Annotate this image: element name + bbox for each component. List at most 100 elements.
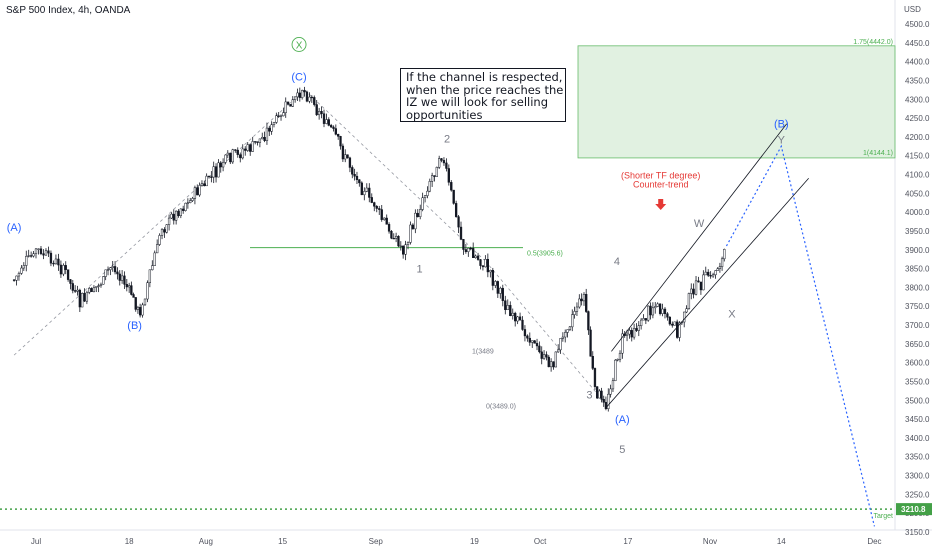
- candle-body: [564, 332, 567, 338]
- candle-body: [411, 224, 415, 230]
- price-tick-label: 3550.0: [905, 377, 930, 386]
- candle-body: [256, 141, 259, 143]
- candle-body: [402, 245, 405, 255]
- candle-body: [552, 361, 555, 368]
- candle-body: [39, 248, 43, 254]
- wave-dashed-lines: [13, 89, 607, 405]
- candle-body: [373, 202, 376, 207]
- wave-label: 2: [444, 134, 450, 146]
- candle-body: [355, 175, 359, 180]
- wave-label: (A): [7, 222, 22, 234]
- candle-body: [224, 154, 227, 163]
- candle-body: [143, 298, 147, 306]
- interest-zone-box[interactable]: [577, 45, 896, 159]
- candle-body: [649, 305, 652, 316]
- candle-body: [92, 287, 96, 292]
- candle-body: [501, 287, 504, 301]
- candle-body: [170, 213, 173, 219]
- candle-body: [571, 314, 574, 328]
- candle-body: [165, 224, 168, 233]
- candle-body: [635, 328, 638, 331]
- candle-body: [467, 247, 470, 252]
- candle-body: [711, 274, 715, 277]
- candle-body: [438, 158, 441, 168]
- candle-body: [385, 217, 388, 225]
- candle-body: [57, 258, 60, 266]
- currency-label: USD: [904, 5, 921, 14]
- candle-body: [404, 244, 407, 255]
- candle-body: [462, 239, 465, 250]
- candle-body: [66, 269, 70, 280]
- price-axis[interactable]: 3150.03200.03250.03300.03350.03400.03450…: [905, 20, 930, 537]
- wave-label: (B): [774, 118, 789, 130]
- candle-body: [177, 210, 180, 217]
- candle-body: [585, 294, 588, 312]
- time-tick-label: Dec: [867, 537, 881, 546]
- candle-body: [291, 99, 294, 107]
- candle-body: [341, 145, 345, 160]
- candle-body: [704, 271, 707, 276]
- candle-body: [406, 242, 410, 245]
- candle-body: [523, 329, 527, 337]
- candle-body: [73, 290, 77, 292]
- candle-body: [186, 202, 190, 204]
- time-axis[interactable]: Jul18Aug15Sep19Oct17Nov14Dec192023: [31, 537, 932, 546]
- time-tick-label: 19: [470, 537, 479, 546]
- candle-body: [484, 259, 487, 268]
- candle-body: [561, 336, 565, 339]
- candle-body: [118, 273, 121, 281]
- candle-body: [518, 316, 522, 321]
- annotation-note[interactable]: If the channel is respected, when the pr…: [400, 68, 566, 122]
- candle-body: [554, 351, 557, 368]
- candle-body: [491, 269, 494, 286]
- channel-lower-line[interactable]: [605, 178, 809, 409]
- note-line-1: If the channel is respected,: [406, 70, 563, 84]
- candle-body: [582, 294, 586, 302]
- candle-body: [678, 322, 681, 338]
- candle-body: [469, 247, 472, 250]
- candle-body: [496, 281, 499, 294]
- candle-body: [426, 190, 429, 196]
- candle-body: [203, 183, 206, 187]
- wave-label: X: [728, 309, 736, 321]
- candle-body: [604, 402, 608, 409]
- candle-body: [714, 270, 717, 276]
- candle-body: [244, 148, 247, 151]
- candle-body: [102, 276, 105, 285]
- candle-body: [368, 187, 371, 198]
- candle-body: [282, 112, 285, 117]
- candle-body: [457, 216, 460, 228]
- candle-body: [332, 126, 335, 129]
- candle-body: [440, 158, 443, 161]
- projection-path[interactable]: [725, 144, 876, 527]
- candle-body: [692, 288, 695, 295]
- price-tick-label: 3900.0: [905, 246, 930, 255]
- candle-body: [699, 281, 703, 291]
- channel-upper-line[interactable]: [611, 123, 788, 352]
- price-tick-label: 3750.0: [905, 302, 930, 311]
- candle-body: [580, 298, 583, 302]
- candle-body: [526, 335, 529, 339]
- candle-body: [618, 352, 622, 360]
- candle-body: [661, 308, 664, 314]
- price-channel[interactable]: [605, 123, 809, 409]
- candle-body: [694, 280, 698, 295]
- candle-body: [445, 162, 448, 169]
- candle-body: [545, 354, 548, 358]
- candle-body: [632, 328, 636, 338]
- candle-body: [301, 90, 304, 98]
- candle-body: [540, 351, 543, 359]
- candle-body: [207, 175, 211, 178]
- candle-body: [160, 229, 164, 236]
- candle-body: [687, 293, 691, 309]
- candle-body: [344, 154, 347, 160]
- candle-body: [375, 206, 378, 209]
- candle-body: [339, 136, 342, 147]
- time-tick-label: Oct: [534, 537, 547, 546]
- candle-body: [533, 340, 536, 344]
- wave-label: 5: [619, 444, 625, 456]
- price-tick-label: 4100.0: [905, 171, 930, 180]
- candle-body: [76, 289, 79, 292]
- candle-body: [600, 390, 603, 400]
- candle-body: [236, 149, 239, 155]
